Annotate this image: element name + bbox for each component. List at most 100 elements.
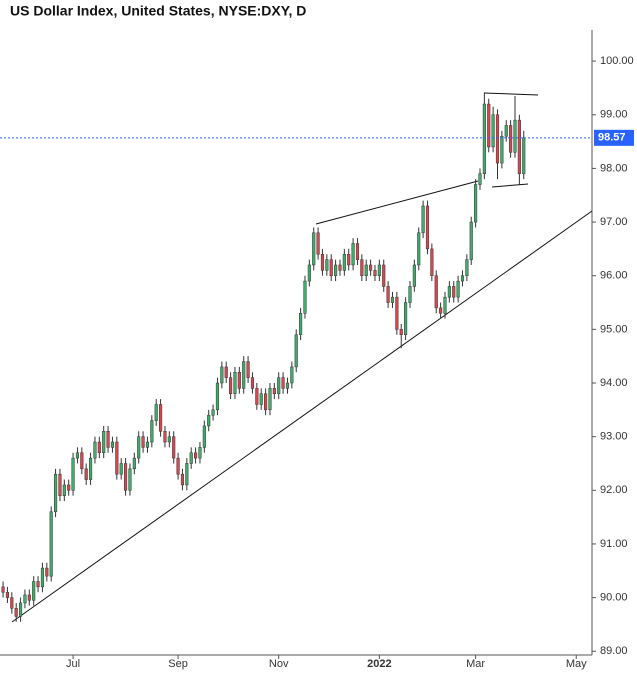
candle-body <box>185 463 189 486</box>
candle-body <box>325 259 329 271</box>
candle-body <box>364 264 368 276</box>
trend-line <box>483 92 539 96</box>
candle-body <box>115 441 119 475</box>
candle-body <box>110 441 115 448</box>
candle-body <box>338 264 342 271</box>
candle-body <box>439 307 443 314</box>
candle-body <box>369 264 373 271</box>
candle-body <box>128 468 132 491</box>
candle-body <box>386 286 390 303</box>
candle-body <box>189 452 193 464</box>
candle-body <box>176 457 180 475</box>
candle-body <box>460 275 465 282</box>
candle-body <box>504 125 508 137</box>
candle-body <box>14 608 18 617</box>
candle-body <box>474 184 478 223</box>
candle-body <box>27 594 31 601</box>
candle-body <box>159 404 163 432</box>
candle-body <box>23 594 27 604</box>
candle-body <box>163 431 167 443</box>
candle-body <box>224 366 228 378</box>
x-tick-label: Nov <box>269 658 289 670</box>
candle-body <box>172 436 176 459</box>
candle-body <box>132 457 136 470</box>
candle-body <box>45 567 49 577</box>
candle-body <box>491 114 495 148</box>
candle-body <box>194 452 198 459</box>
candle-body <box>487 103 491 148</box>
candle-body <box>49 511 53 577</box>
trend-line <box>315 180 479 225</box>
y-tick-label: 97.00 <box>600 216 628 228</box>
candle-body <box>268 388 272 411</box>
candle-body <box>290 366 294 384</box>
candle-body <box>255 388 259 405</box>
candle-body <box>334 264 338 276</box>
candle-body <box>58 473 62 496</box>
candle-body <box>167 436 171 443</box>
candle-body <box>465 259 469 276</box>
candle-body <box>237 372 241 389</box>
y-tick-label: 92.00 <box>600 484 628 496</box>
candle-body <box>67 484 71 491</box>
candle-body <box>10 597 14 609</box>
candle-body <box>373 270 377 276</box>
candle-body <box>93 441 97 459</box>
candle-body <box>307 264 311 282</box>
candle-body <box>360 259 364 276</box>
candle-body <box>242 361 246 389</box>
candle-body <box>347 253 351 266</box>
x-tick-label: May <box>566 658 587 670</box>
candle-body <box>285 382 290 389</box>
candle-body <box>32 581 36 601</box>
candle-body <box>456 280 460 298</box>
candle-body <box>89 457 93 480</box>
candle-body <box>154 404 158 421</box>
candle-body <box>412 264 416 287</box>
y-tick-label: 99.00 <box>600 109 628 121</box>
candle-body <box>1 586 5 593</box>
candle-body <box>106 431 110 448</box>
candle-body <box>19 602 23 617</box>
candle-body <box>312 232 316 266</box>
candle-body <box>425 205 430 250</box>
candle-body <box>62 484 66 496</box>
candle-body <box>294 334 298 368</box>
candle-body <box>522 137 526 175</box>
candle-body <box>215 382 220 411</box>
candle-body <box>80 452 84 470</box>
candle-body <box>54 473 58 513</box>
candle-body <box>495 114 500 164</box>
candle-body <box>229 377 233 394</box>
candle-body <box>478 173 482 185</box>
candle-body <box>404 302 408 335</box>
candle-body <box>469 221 473 260</box>
candle-body <box>399 329 403 335</box>
x-tick-label: 2022 <box>367 658 391 670</box>
candle-body <box>264 393 268 411</box>
trend-line <box>491 183 529 188</box>
candle-body <box>452 286 456 298</box>
candle-body <box>5 591 10 598</box>
candle-body <box>145 441 150 448</box>
x-tick-label: Sep <box>168 658 188 670</box>
x-tick-label: Mar <box>466 658 485 670</box>
candle-body <box>150 420 154 443</box>
y-tick-label: 91.00 <box>600 538 628 550</box>
candle-body <box>434 275 438 309</box>
y-tick-label: 93.00 <box>600 431 628 443</box>
candle-body <box>141 436 145 448</box>
candle-body <box>509 125 513 153</box>
candle-body <box>277 377 281 394</box>
candle-body <box>443 296 447 314</box>
candle-body <box>137 436 141 459</box>
candle-body <box>211 409 215 416</box>
candle-body <box>180 473 185 486</box>
candle-body <box>207 414 211 427</box>
candle-body <box>102 431 106 453</box>
candle-body <box>97 441 101 453</box>
candle-body <box>430 248 434 276</box>
candle-body <box>198 447 202 459</box>
y-tick-label: 95.00 <box>600 323 628 335</box>
